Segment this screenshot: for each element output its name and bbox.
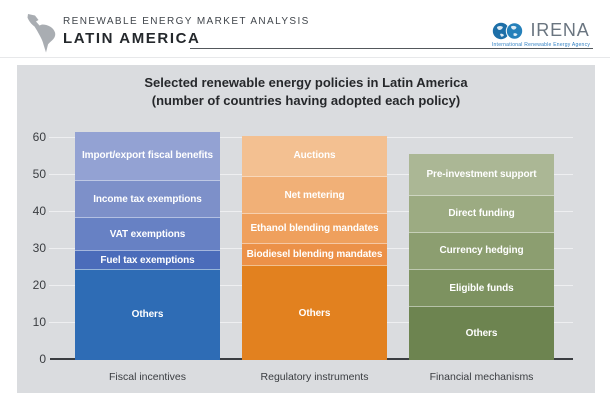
header-divider [190, 48, 593, 49]
bar-segment-label: Ethanol blending mandates [250, 223, 379, 235]
bar-segment: Pre-investment support [409, 154, 554, 195]
y-axis-tick-label: 60 [32, 129, 46, 144]
bar-segment-label: Pre-investment support [426, 168, 537, 180]
bar-segment: VAT exemptions [75, 217, 220, 251]
bar-segment: Auctions [242, 135, 387, 177]
bar-segment-label: Others [131, 309, 164, 321]
stacked-bar: Auctions Net metering Ethanol blending man… [242, 135, 387, 361]
bar-segment-label: Others [298, 307, 331, 319]
bar-segment-label: VAT exemptions [109, 228, 186, 240]
bar-segment-label: Net metering [284, 189, 345, 201]
y-axis-tick-label: 50 [32, 166, 46, 181]
bar-segment: Import/export fiscal benefits [75, 131, 220, 180]
bar-segment: Currency hedging [409, 231, 554, 270]
report-title: LATIN AMERICA [63, 30, 201, 47]
irena-logo-tagline: International Renewable Energy Agency [491, 42, 591, 48]
bar-segment-label: Fuel tax exemptions [100, 254, 195, 266]
bar-segment: Fuel tax exemptions [75, 250, 220, 269]
bar-segment: Income tax exemptions [75, 179, 220, 218]
chart-title-block: Selected renewable energy policies in La… [17, 74, 595, 110]
bar-segment: Direct funding [409, 194, 554, 232]
irena-logo-name: IRENA [530, 20, 590, 40]
bar-segment-label: Auctions [293, 150, 336, 162]
report-kicker: RENEWABLE ENERGY MARKET ANALYSIS [63, 16, 310, 27]
bar-segment: Ethanol blending mandates [242, 213, 387, 244]
x-axis-category-label: Fiscal incentives [108, 371, 187, 383]
y-axis-tick-label: 20 [32, 277, 46, 292]
y-axis-tick-label: 40 [32, 203, 46, 218]
bar-segment: Others [75, 268, 220, 360]
bar-segment-label: Direct funding [448, 208, 515, 220]
bar-segment: Eligible funds [409, 269, 554, 307]
bar-segment-label: Income tax exemptions [93, 193, 202, 205]
y-axis-tick-label: 30 [32, 240, 46, 255]
y-axis-tick-label: 0 [39, 352, 46, 366]
chart-title: Selected renewable energy policies in La… [144, 75, 468, 90]
stacked-bar: Pre-investment support Direct funding Curr… [409, 154, 554, 360]
x-axis-category-label: Regulatory instruments [260, 371, 369, 383]
bar-segment-label: Currency hedging [439, 245, 524, 257]
irena-logo: IRENA International Renewable Energy Age… [484, 20, 598, 48]
bar-segment: Net metering [242, 176, 387, 214]
bar-segment-label: Others [465, 328, 498, 340]
latin-america-map-icon [27, 14, 56, 53]
y-axis-tick-label: 10 [32, 314, 46, 329]
irena-globes-icon [493, 21, 524, 40]
bar-segment: Others [242, 265, 387, 360]
header-bottom-divider [0, 57, 610, 58]
stacked-bar: Import/export fiscal benefits Income tax … [75, 131, 220, 360]
chart-subtitle: (number of countries having adopted each… [151, 93, 461, 108]
x-axis-category-label: Financial mechanisms [429, 371, 534, 383]
bar-segment: Biodiesel blending mandates [242, 243, 387, 266]
bar-segment: Others [409, 306, 554, 360]
bar-segment-label: Eligible funds [449, 282, 514, 294]
bar-segment-label: Import/export fiscal benefits [81, 150, 214, 162]
bar-segment-label: Biodiesel blending mandates [246, 249, 383, 261]
chart-panel: Selected renewable energy policies in La… [17, 65, 595, 393]
